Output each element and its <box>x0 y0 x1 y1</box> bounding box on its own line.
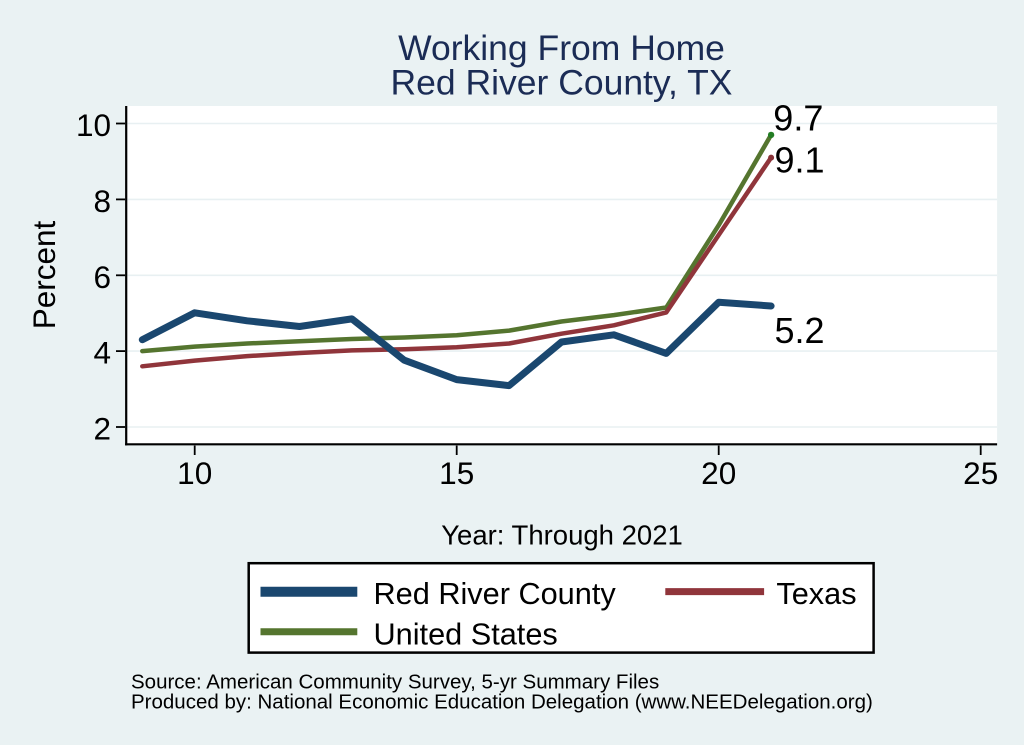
svg-text:8: 8 <box>93 183 111 219</box>
svg-text:4: 4 <box>93 335 111 371</box>
svg-text:10: 10 <box>177 455 212 491</box>
svg-text:United States: United States <box>374 616 558 651</box>
svg-text:Produced by: National Economic: Produced by: National Economic Education… <box>131 691 873 714</box>
svg-text:2: 2 <box>93 411 111 447</box>
svg-text:9.1: 9.1 <box>775 140 825 181</box>
svg-text:Source: American Community Sur: Source: American Community Survey, 5-yr … <box>131 671 659 694</box>
svg-text:Texas: Texas <box>776 576 856 611</box>
svg-text:6: 6 <box>93 259 111 295</box>
svg-text:10: 10 <box>76 107 111 143</box>
svg-text:9.7: 9.7 <box>773 97 823 138</box>
svg-text:25: 25 <box>963 455 998 491</box>
svg-text:Year: Through 2021: Year: Through 2021 <box>441 519 683 550</box>
svg-text:15: 15 <box>439 455 474 491</box>
svg-text:Working From Home: Working From Home <box>398 28 725 68</box>
svg-text:Red River County, TX: Red River County, TX <box>391 62 733 102</box>
svg-text:Percent: Percent <box>26 220 62 329</box>
svg-text:5.2: 5.2 <box>775 310 825 351</box>
svg-text:20: 20 <box>701 455 736 491</box>
svg-text:Red River County: Red River County <box>374 576 617 611</box>
